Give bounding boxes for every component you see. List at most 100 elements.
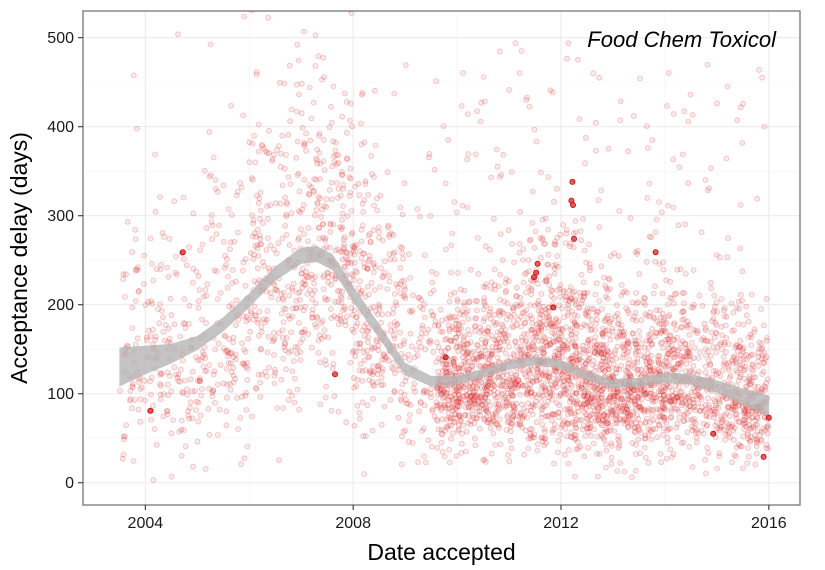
data-point [338, 295, 345, 301]
data-point [249, 212, 256, 219]
data-point [180, 194, 187, 201]
data-point [168, 388, 175, 394]
data-point [338, 226, 345, 233]
data-point [595, 405, 602, 412]
data-point [347, 175, 354, 182]
data-point [377, 265, 384, 272]
data-point [390, 332, 397, 339]
data-point [470, 414, 477, 421]
data-point [741, 375, 747, 382]
data-point [374, 379, 381, 386]
data-point [249, 413, 255, 420]
data-point [160, 314, 167, 321]
data-point [323, 204, 330, 210]
data-point [649, 411, 656, 418]
data-point [390, 359, 397, 366]
data-point [289, 392, 296, 399]
data-point [584, 415, 591, 422]
data-point [222, 348, 229, 355]
data-point [368, 152, 375, 159]
data-point [376, 363, 382, 370]
data-point [280, 319, 287, 326]
data-point [735, 418, 742, 425]
data-point [690, 355, 697, 361]
data-point [598, 394, 605, 401]
data-point [294, 138, 301, 145]
data-point [399, 250, 406, 257]
data-point [700, 420, 707, 427]
data-point [368, 344, 375, 351]
data-point [478, 353, 485, 360]
data-point [407, 330, 414, 337]
data-point [256, 308, 263, 315]
data-point [335, 194, 341, 201]
data-point [447, 337, 454, 344]
data-point [705, 449, 712, 456]
data-point [573, 399, 580, 405]
data-point [707, 279, 714, 286]
data-point [251, 278, 258, 285]
data-point [351, 277, 357, 283]
data-point [285, 312, 292, 319]
data-point [470, 383, 476, 390]
data-point [646, 180, 653, 187]
data-point [194, 357, 201, 363]
data-point [221, 332, 228, 339]
data-point [286, 242, 293, 248]
data-point [650, 398, 656, 405]
data-point [228, 369, 235, 376]
data-point [446, 361, 453, 368]
data-point [534, 347, 541, 354]
data-point [665, 202, 671, 209]
data-point [435, 323, 442, 329]
data-point [247, 308, 254, 315]
data-point [214, 432, 221, 438]
data-point [465, 359, 472, 366]
data-point [361, 323, 368, 330]
data-point [476, 353, 483, 360]
data-point [740, 367, 747, 374]
data-point [299, 284, 306, 291]
data-point [451, 289, 458, 296]
data-point [203, 292, 210, 299]
data-point [195, 418, 202, 425]
data-point [197, 378, 203, 385]
y-tick-label: 200 [47, 297, 74, 314]
data-point [449, 396, 456, 403]
data-point [269, 158, 276, 165]
data-point [651, 315, 658, 322]
data-point [227, 386, 234, 393]
data-point [259, 220, 266, 227]
data-point [313, 314, 320, 321]
data-point [339, 171, 346, 178]
data-point [450, 401, 457, 408]
data-point [519, 337, 525, 344]
data-point [232, 351, 239, 358]
data-point [299, 124, 306, 131]
data-point [670, 204, 677, 211]
data-point [304, 238, 311, 245]
data-point [677, 352, 684, 359]
data-point [311, 176, 318, 183]
data-point [332, 247, 339, 254]
data-point [295, 234, 302, 241]
data-point [419, 325, 426, 332]
data-point [599, 387, 605, 394]
data-point [437, 328, 444, 335]
data-point [349, 243, 356, 250]
data-point [174, 374, 181, 381]
data-point [471, 395, 477, 402]
data-point [740, 100, 746, 107]
grid-layer [83, 11, 800, 505]
data-point [295, 170, 302, 177]
data-point [663, 277, 669, 284]
data-point [344, 259, 351, 266]
data-point [310, 99, 317, 106]
data-point [402, 295, 409, 302]
data-point [616, 442, 623, 449]
data-point [406, 308, 413, 314]
data-point [292, 305, 299, 312]
data-point [407, 402, 414, 408]
data-point [375, 229, 382, 235]
data-point [586, 241, 592, 248]
